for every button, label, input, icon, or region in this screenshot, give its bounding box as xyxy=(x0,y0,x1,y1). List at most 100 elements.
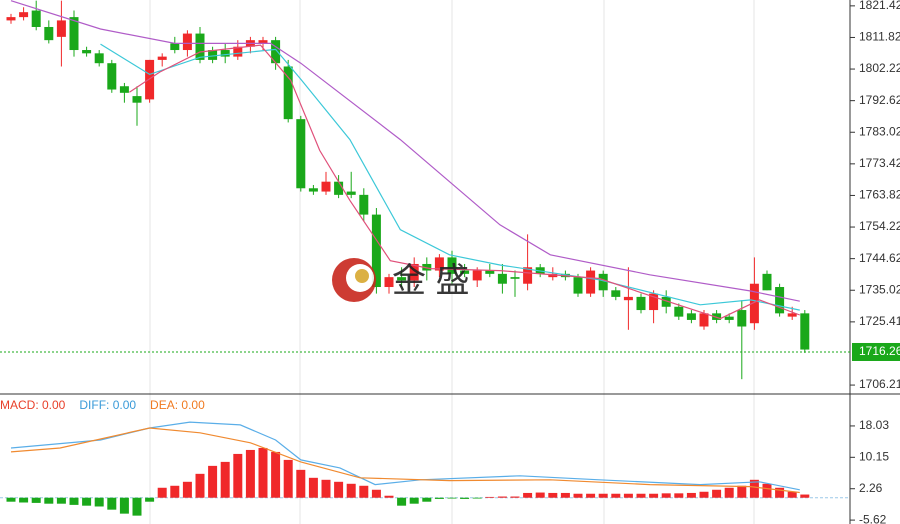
y-tick-label: 1783.02 xyxy=(859,124,900,138)
macd-bar xyxy=(208,465,218,498)
macd-bar xyxy=(245,449,255,498)
macd-bar xyxy=(359,485,369,498)
legend-entry: MACD: 0.00 xyxy=(0,398,66,412)
macd-bar xyxy=(233,453,243,498)
macd-bar xyxy=(636,493,646,498)
macd-bar xyxy=(258,447,268,498)
candle-body xyxy=(775,287,785,314)
macd-bar xyxy=(548,492,558,498)
candle-body xyxy=(472,270,482,281)
y-tick-label: 1744.62 xyxy=(859,251,900,265)
candle-body xyxy=(724,316,734,320)
macd-bar xyxy=(346,483,356,498)
macd-bar xyxy=(371,489,381,498)
macd-bar xyxy=(712,489,722,498)
macd-bar xyxy=(384,495,394,498)
y-tick-label: 1763.82 xyxy=(859,188,900,202)
macd-bar xyxy=(535,492,545,498)
line xyxy=(100,43,800,311)
macd-bar xyxy=(497,496,507,498)
candle-body xyxy=(283,66,293,120)
macd-bar xyxy=(296,469,306,498)
watermark-text: 金 盛 xyxy=(392,262,469,300)
candle-body xyxy=(107,63,117,90)
candle-body xyxy=(359,194,369,215)
candle-body xyxy=(220,50,230,57)
candle-body xyxy=(132,96,142,103)
line xyxy=(10,0,800,302)
macd-bar xyxy=(56,497,66,504)
macd-bar xyxy=(699,491,709,498)
candle-body xyxy=(94,53,104,64)
macd-bar xyxy=(107,497,117,510)
y-tick-label: 1811.82 xyxy=(859,30,900,44)
candle-body xyxy=(699,313,709,327)
candle-body xyxy=(409,263,419,281)
y-tick-label: 1706.21 xyxy=(859,377,900,391)
candle-body xyxy=(56,20,66,37)
candle-body xyxy=(510,277,520,279)
candle-body xyxy=(69,17,79,51)
y-tick-label: 1773.42 xyxy=(859,156,900,170)
macd-bar xyxy=(749,479,759,498)
macd-bar xyxy=(422,497,432,502)
candle-body xyxy=(586,270,596,294)
macd-bar xyxy=(586,493,596,498)
macd-bar xyxy=(31,497,41,503)
candle-body xyxy=(573,277,583,294)
macd-bar xyxy=(611,493,621,498)
candle-body xyxy=(334,181,344,195)
candle-body xyxy=(598,273,608,291)
last-price-box xyxy=(852,342,900,361)
macd-bar xyxy=(334,481,344,498)
candle-body xyxy=(460,270,470,274)
candle-body xyxy=(258,40,268,44)
macd-bar xyxy=(195,473,205,498)
candle-body xyxy=(762,273,772,291)
macd-bar xyxy=(397,497,407,506)
candle-body xyxy=(157,56,167,60)
macd-bar xyxy=(271,451,281,498)
macd-bar xyxy=(182,481,192,498)
candle-body xyxy=(371,214,381,288)
macd-bar xyxy=(409,497,419,504)
macd-bar xyxy=(762,483,772,498)
logo-dot xyxy=(355,269,369,283)
macd-bar xyxy=(724,487,734,498)
candle-body xyxy=(19,12,29,18)
macd-bar xyxy=(44,497,54,504)
candle-body xyxy=(787,313,797,317)
candle-body xyxy=(44,26,54,41)
candle-body xyxy=(636,296,646,311)
macd-bar xyxy=(460,497,470,499)
y-tick-label: 18.03 xyxy=(859,418,889,432)
candle-body xyxy=(649,293,659,311)
macd-bar xyxy=(623,493,633,498)
macd-bar xyxy=(560,492,570,498)
y-tick-label: 1792.62 xyxy=(859,93,900,107)
macd-bar xyxy=(119,497,129,514)
line xyxy=(10,421,800,491)
macd-bar xyxy=(787,491,797,498)
candle-body xyxy=(686,313,696,320)
y-tick-label: 1735.02 xyxy=(859,282,900,296)
candle-body xyxy=(296,119,306,189)
macd-bar xyxy=(686,492,696,498)
watermark: 金 盛 xyxy=(332,258,469,302)
macd-bar xyxy=(510,496,520,498)
macd-bar xyxy=(157,487,167,498)
candle-body xyxy=(6,17,16,21)
y-tick-label: 1725.41 xyxy=(859,314,900,328)
candle-body xyxy=(208,50,218,60)
macd-bar xyxy=(283,459,293,498)
candle-body xyxy=(434,257,444,271)
candle-body xyxy=(346,191,356,195)
macd-bar xyxy=(447,497,457,499)
macd-bar xyxy=(82,497,92,506)
candle-body xyxy=(623,296,633,301)
candle-body xyxy=(611,290,621,297)
candle-body xyxy=(321,181,331,192)
macd-bar xyxy=(573,493,583,498)
y-tick-label: -5.62 xyxy=(859,512,887,524)
